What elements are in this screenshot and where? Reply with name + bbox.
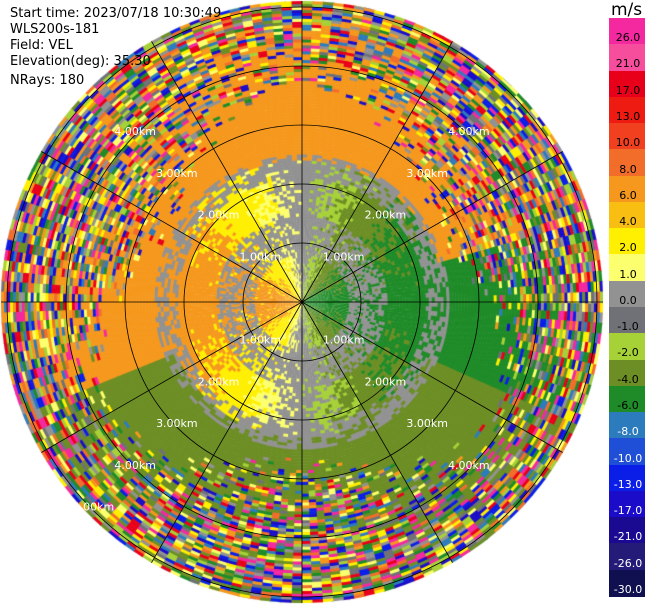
colorbar-tick-label: 17.0 — [615, 83, 641, 97]
range-ring-label: 4.00km — [114, 459, 156, 472]
colorbar-tick-label: -1.0 — [617, 320, 639, 334]
range-ring-label: 3.00km — [156, 167, 198, 180]
colorbar-tick-label: -2.0 — [617, 346, 639, 360]
range-ring-label: 3.00km — [406, 417, 448, 430]
colorbar-segment — [609, 175, 645, 203]
field-label: Field: VEL — [10, 38, 73, 53]
colorbar-segment — [609, 280, 645, 308]
range-ring-label: 3.00km — [406, 167, 448, 180]
range-ring-label: 1.00km — [239, 250, 281, 263]
range-ring-label: 2.00km — [198, 375, 240, 388]
colorbar-segment — [609, 228, 645, 256]
azimuth-spoke — [151, 41, 303, 303]
colorbar-segment — [609, 149, 645, 177]
colorbar-segment — [609, 254, 645, 282]
range-ring-label: 1.00km — [323, 334, 365, 347]
azimuth-spoke — [301, 301, 453, 563]
range-ring-label: 2.00km — [365, 375, 407, 388]
colorbar-tick-label: 13.0 — [615, 109, 641, 123]
colorbar-tick-label: -30.0 — [613, 582, 643, 596]
colorbar-segment — [609, 44, 645, 72]
colorbar-segment — [609, 359, 645, 387]
colorbar-segment — [609, 490, 645, 518]
colorbar-segment — [609, 412, 645, 439]
colorbar-segment — [609, 438, 645, 466]
colorbar-segment — [609, 123, 645, 150]
colorbar-tick-label: -6.0 — [617, 398, 639, 412]
station-label: WLS200s-181 — [10, 22, 100, 37]
colorbar-tick-label: -26.0 — [613, 556, 643, 570]
colorbar-segment — [609, 569, 645, 597]
azimuth-spoke — [41, 151, 303, 303]
colorbar-tick-label: 0.0 — [619, 293, 637, 307]
colorbar-segment — [609, 464, 645, 492]
colorbar-tick-label: 2.0 — [619, 241, 637, 255]
colorbar-segment — [609, 385, 645, 413]
colorbar-tick-label: -21.0 — [613, 530, 643, 544]
colorbar-segment — [609, 307, 645, 334]
colorbar-tick-label: -4.0 — [617, 372, 639, 386]
colorbar-segment — [609, 70, 645, 98]
colorbar-tick-label: 21.0 — [615, 57, 641, 71]
colorbar-tick-label: -13.0 — [613, 477, 643, 491]
colorbar-segment — [609, 517, 645, 545]
colorbar-segment — [609, 543, 645, 571]
start-time-label: Start time: 2023/07/18 10:30:49 — [10, 6, 222, 21]
range-ring-label: 5.00km — [73, 501, 115, 514]
elevation-label: Elevation(deg): 35.30 — [10, 54, 151, 69]
colorbar-tick-label: 1.0 — [619, 267, 637, 281]
nrays-label: NRays: 180 — [10, 73, 85, 88]
colorbar-tick-label: 8.0 — [619, 162, 637, 176]
scan-info: Start time: 2023/07/18 10:30:49 WLS200s-… — [10, 6, 221, 89]
azimuth-spoke — [41, 301, 303, 453]
colorbar-tick-label: -8.0 — [617, 425, 639, 439]
colorbar-segment — [609, 333, 645, 361]
range-ring-label: 4.00km — [448, 459, 490, 472]
colorbar-tick-label: 4.0 — [619, 215, 637, 229]
range-ring-label: 2.00km — [365, 209, 407, 222]
azimuth-spoke — [151, 301, 303, 563]
azimuth-spoke — [301, 151, 563, 303]
azimuth-spoke — [301, 41, 453, 303]
range-ring-label: 4.00km — [448, 125, 490, 138]
range-ring-label: 4.00km — [114, 125, 156, 138]
colorbar-unit-label: m/s — [611, 0, 643, 20]
colorbar-segment — [609, 96, 645, 124]
colorbar-tick-label: 6.0 — [619, 188, 637, 202]
colorbar: 26.0 21.0 17.0 13.0 10.0 8.0 6.0 4.0 2.0 1.0 0.0 -1… — [607, 0, 647, 607]
range-ring-label: 3.00km — [156, 417, 198, 430]
range-ring-label: 1.00km — [323, 250, 365, 263]
colorbar-tick-label: 10.0 — [615, 136, 641, 150]
colorbar-segment — [609, 18, 645, 45]
range-ring-label: 1.00km — [239, 334, 281, 347]
colorbar-segment — [609, 201, 645, 229]
colorbar-tick-label: 26.0 — [615, 31, 641, 45]
range-ring-label: 2.00km — [198, 209, 240, 222]
colorbar-tick-label: -17.0 — [613, 504, 643, 518]
azimuth-spoke — [301, 301, 563, 453]
colorbar-tick-label: -10.0 — [613, 451, 643, 465]
